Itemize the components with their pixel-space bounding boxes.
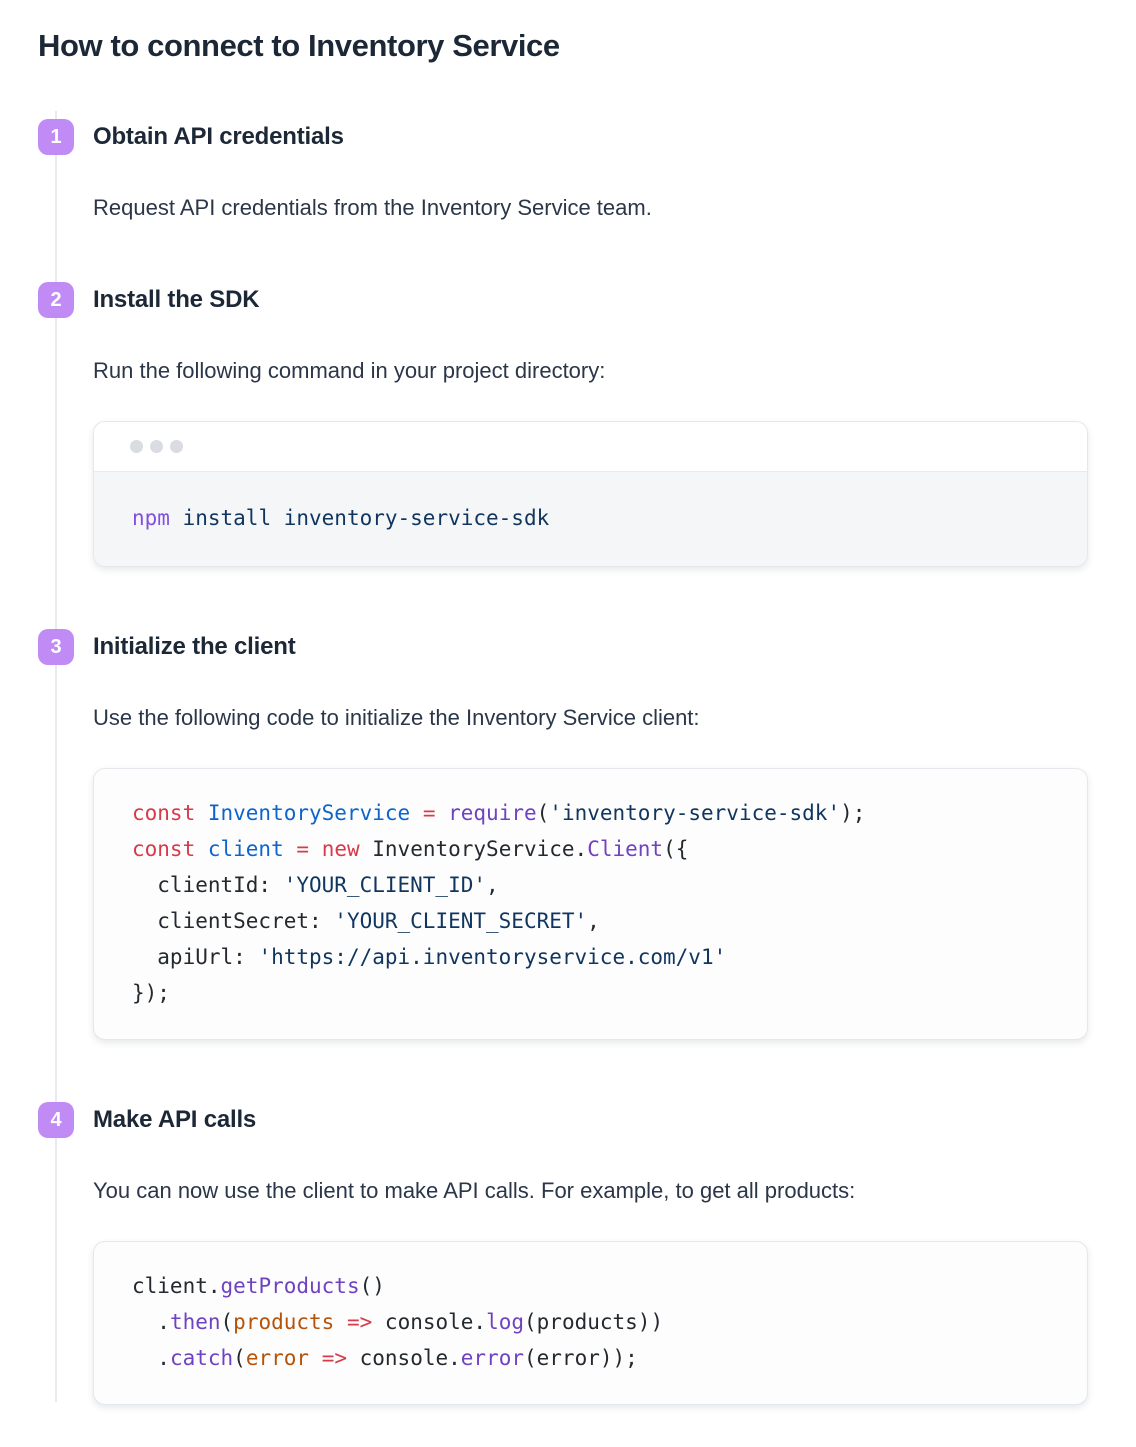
step-4-description: You can now use the client to make API c… [93,1178,856,1203]
step-2-title: Install the SDK [93,286,260,313]
step-4-title: Make API calls [93,1106,257,1133]
step-2-content: Install the SDK Run the following comman… [93,282,1088,567]
step-4-content: Make API calls You can now use the clien… [93,1102,1088,1405]
step-1-obtain-api-credentials: 1 Obtain API credentials Request API cre… [38,119,1088,220]
step-1-title: Obtain API credentials [93,123,344,150]
steps-timeline: 1 Obtain API credentials Request API cre… [38,111,1088,1405]
code-block-get-products: client.getProducts() .then(products => c… [93,1241,1088,1405]
step-3-title: Initialize the client [93,633,296,660]
code-content-initialize-client: const InventoryService = require('invent… [132,801,866,1005]
step-1-description: Request API credentials from the Invento… [93,195,652,220]
step-3-number-badge: 3 [38,629,74,665]
terminal-command-text: npm install inventory-service-sdk [94,472,1087,566]
step-4-number-badge: 4 [38,1102,74,1138]
terminal-window-header [94,422,1087,472]
timeline-connector-line [55,111,57,1402]
terminal-code-block-npm-install: npm install inventory-service-sdk [93,421,1088,567]
step-3-content: Initialize the client Use the following … [93,629,1088,1040]
step-2-number-badge: 2 [38,282,74,318]
step-1-content: Obtain API credentials Request API crede… [93,119,1088,220]
step-2-description: Run the following command in your projec… [93,358,606,383]
page-title: How to connect to Inventory Service [38,28,560,63]
code-block-initialize-client: const InventoryService = require('invent… [93,768,1088,1040]
window-dot-icon [170,440,183,453]
step-4-make-api-calls: 4 Make API calls You can now use the cli… [38,1102,1088,1405]
step-3-initialize-client: 3 Initialize the client Use the followin… [38,629,1088,1040]
window-dot-icon [150,440,163,453]
step-3-description: Use the following code to initialize the… [93,705,700,730]
step-2-install-sdk: 2 Install the SDK Run the following comm… [38,282,1088,567]
step-1-number-badge: 1 [38,119,74,155]
window-dot-icon [130,440,143,453]
code-content-get-products: client.getProducts() .then(products => c… [132,1274,664,1370]
